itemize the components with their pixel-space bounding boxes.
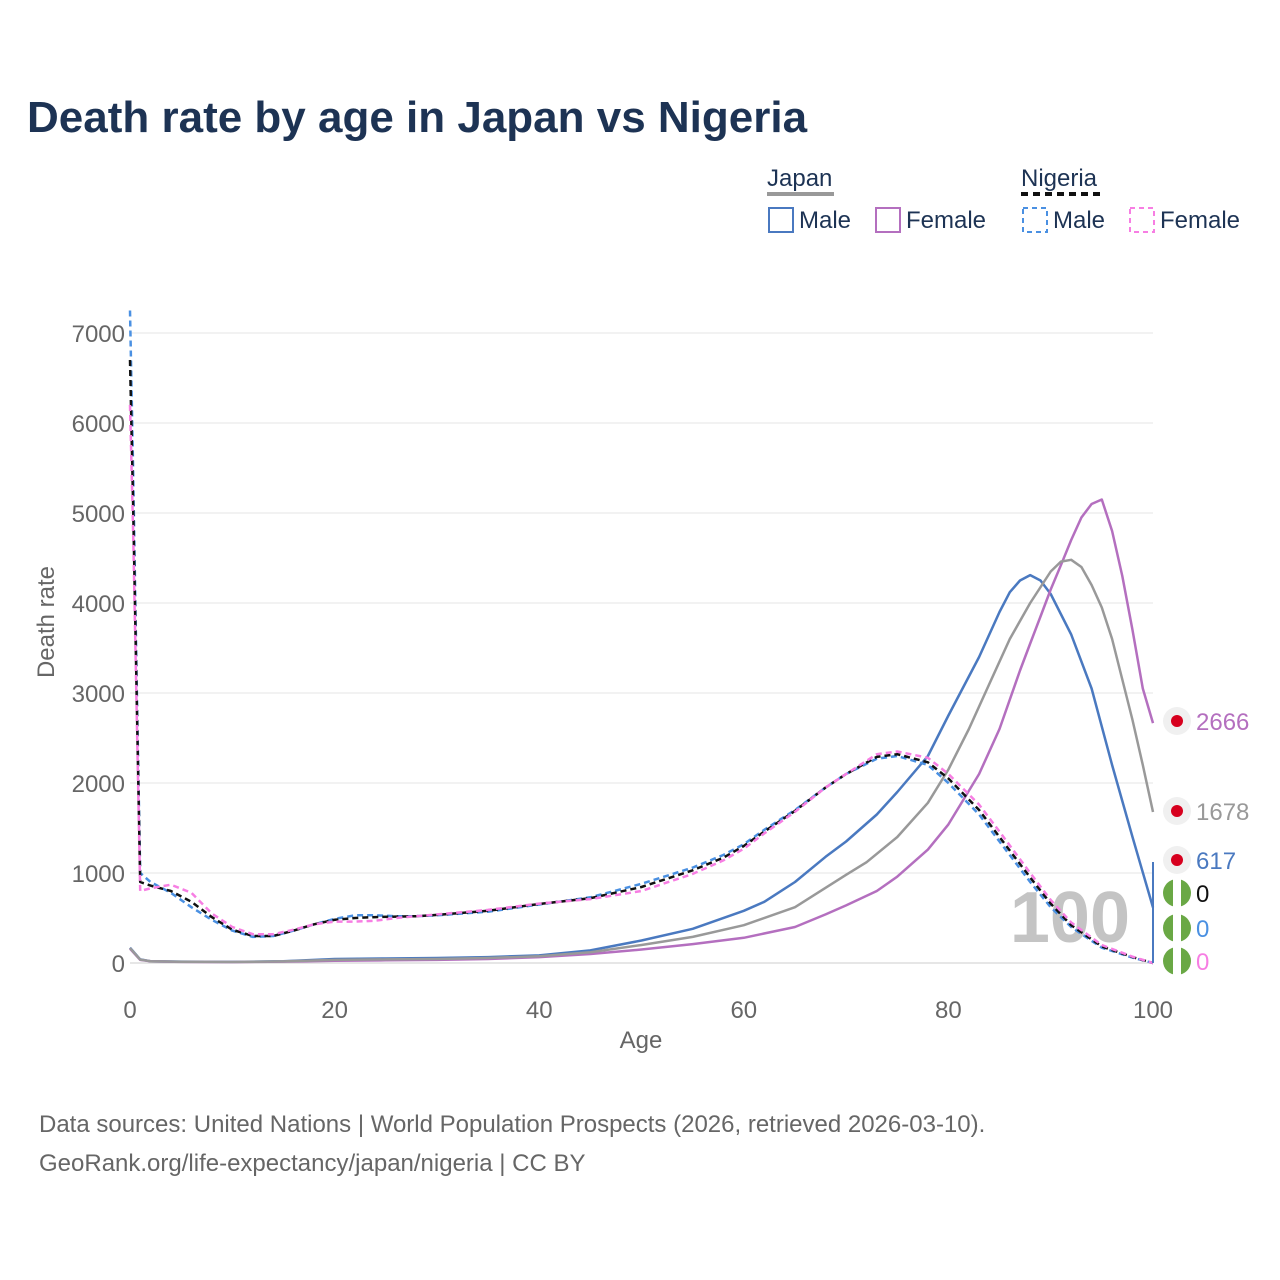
- year-watermark: 100: [1010, 878, 1130, 958]
- legend-nigeria-female-label[interactable]: Female: [1160, 207, 1240, 234]
- japan-flag-dot: [1171, 805, 1183, 817]
- y-tick-label: 5000: [72, 501, 125, 528]
- series-line-japan-male[interactable]: [129, 573, 1155, 964]
- nigeria-flag-marker: 0: [1163, 947, 1209, 976]
- nigeria-flag-stripe: [1173, 947, 1181, 975]
- japan-flag-marker: 617: [1163, 846, 1236, 875]
- legend-japan-male-label[interactable]: Male: [799, 207, 851, 234]
- legend-japan-female-label[interactable]: Female: [906, 207, 986, 234]
- nigeria-flag-stripe: [1173, 914, 1181, 942]
- y-axis-ticks: 0 1000 2000 3000 4000 5000 6000 7000: [72, 321, 125, 978]
- series-line-japan-total[interactable]: [129, 558, 1155, 964]
- source-line-1: Data sources: United Nations | World Pop…: [39, 1111, 985, 1138]
- legend[interactable]: Japan Male Female Nigeria Male Female: [767, 165, 1240, 234]
- end-markers: 2666 1678 617 0 0 0: [1163, 707, 1249, 976]
- x-tick-label: 60: [730, 997, 757, 1024]
- y-tick-label: 1000: [72, 861, 125, 888]
- end-value-label: 0: [1196, 881, 1209, 908]
- end-value-label: 0: [1196, 916, 1209, 943]
- x-axis-label: Age: [620, 1027, 663, 1054]
- y-tick-label: 7000: [72, 321, 125, 348]
- x-tick-label: 0: [123, 997, 136, 1024]
- nigeria-flag-marker: 0: [1163, 879, 1209, 908]
- japan-flag-marker: 1678: [1163, 797, 1249, 826]
- series-line-japan-female[interactable]: [129, 498, 1155, 964]
- series-line-nigeria-female[interactable]: [128, 404, 1154, 965]
- nigeria-flag-marker: 0: [1163, 914, 1209, 943]
- legend-group-nigeria-title: Nigeria: [1021, 165, 1098, 192]
- legend-group-japan-title: Japan: [767, 165, 832, 192]
- grid: [130, 332, 1153, 964]
- series-lines: [128, 310, 1155, 965]
- japan-flag-marker: 2666: [1163, 707, 1249, 736]
- y-tick-label: 2000: [72, 771, 125, 798]
- y-tick-label: 4000: [72, 591, 125, 618]
- y-tick-label: 0: [112, 951, 125, 978]
- legend-japan-female-swatch[interactable]: [875, 207, 901, 233]
- chart-title: Death rate by age in Japan vs Nigeria: [27, 93, 808, 142]
- legend-nigeria-female-swatch[interactable]: [1129, 207, 1155, 233]
- series-line-nigeria-total[interactable]: [128, 359, 1154, 965]
- y-tick-label: 6000: [72, 411, 125, 438]
- x-tick-label: 40: [526, 997, 553, 1024]
- end-value-label: 1678: [1196, 799, 1249, 826]
- end-value-label: 617: [1196, 848, 1236, 875]
- legend-nigeria-male-label[interactable]: Male: [1053, 207, 1105, 234]
- series-line-nigeria-male[interactable]: [128, 310, 1154, 965]
- y-axis-label: Death rate: [33, 566, 60, 678]
- x-tick-label: 20: [321, 997, 348, 1024]
- end-value-label: 2666: [1196, 709, 1249, 736]
- y-tick-label: 3000: [72, 681, 125, 708]
- source-line-2[interactable]: GeoRank.org/life-expectancy/japan/nigeri…: [39, 1150, 586, 1177]
- nigeria-flag-stripe: [1173, 879, 1181, 907]
- end-value-label: 0: [1196, 949, 1209, 976]
- japan-flag-dot: [1171, 715, 1183, 727]
- legend-nigeria-male-swatch[interactable]: [1022, 207, 1048, 233]
- legend-japan-male-swatch[interactable]: [768, 207, 794, 233]
- x-tick-label: 80: [935, 997, 962, 1024]
- x-tick-label: 100: [1133, 997, 1173, 1024]
- x-axis-ticks: 0 20 40 60 80 100: [123, 997, 1173, 1024]
- japan-flag-dot: [1171, 854, 1183, 866]
